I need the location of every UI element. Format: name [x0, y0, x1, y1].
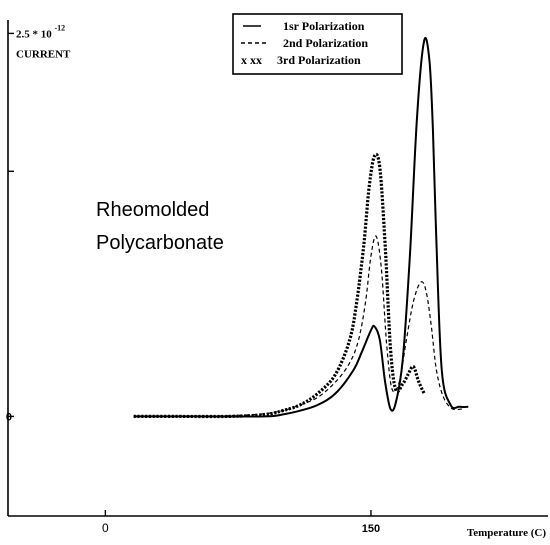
y-axis-top-label-exponent: -12 — [55, 23, 66, 32]
y-axis-top-label-prefix: 2.5 * 10 — [16, 28, 52, 40]
chart-title-line-2: Polycarbonate — [96, 232, 224, 254]
legend-entries: 1sr Polarization 2nd Polarization x xx 3rd … — [241, 19, 368, 67]
chart-title-line-1: Rheomolded — [96, 199, 209, 221]
legend-sample-x: x xx — [241, 53, 262, 67]
x-tick-label-150: 150 — [362, 523, 380, 535]
y-axis-label: CURRENT — [16, 48, 71, 60]
y-tick-label-0: 0 — [6, 411, 12, 423]
series-layer — [133, 36, 469, 419]
legend-label-3: 3rd Polarization — [277, 53, 361, 67]
series-line-2 — [133, 235, 464, 418]
series-line-3 — [133, 152, 426, 419]
ticks — [8, 32, 372, 516]
legend-box — [232, 13, 403, 75]
x-axis-label: Temperature (C) — [467, 527, 546, 539]
legend-label-1: 1sr Polarization — [283, 19, 365, 33]
y-axis-top-label: 2.5 * 10 -12 — [16, 23, 65, 40]
legend: 1sr Polarization 2nd Polarization x xx 3rd … — [232, 13, 403, 75]
x-tick-label-0: 0 — [102, 521, 109, 535]
series-line-1 — [133, 36, 469, 418]
legend-label-2: 2nd Polarization — [283, 36, 368, 50]
axes — [7, 20, 548, 517]
